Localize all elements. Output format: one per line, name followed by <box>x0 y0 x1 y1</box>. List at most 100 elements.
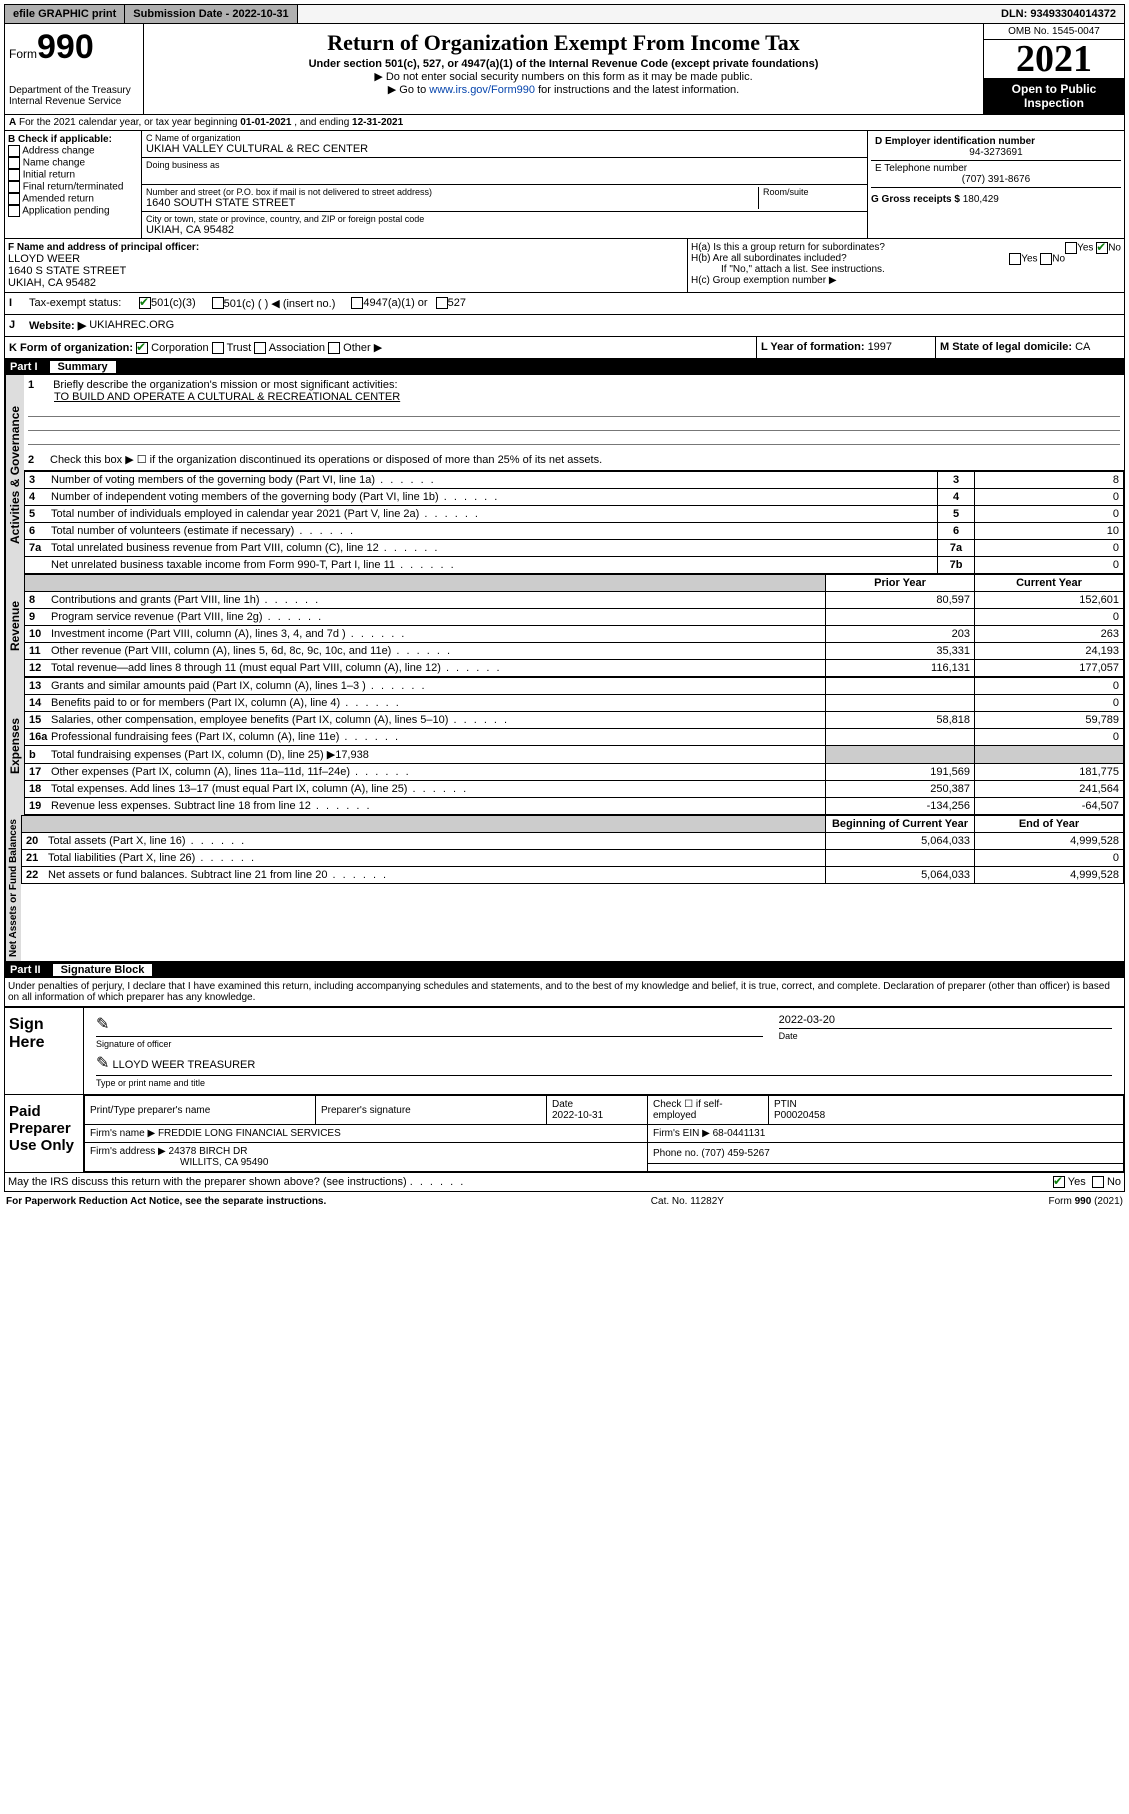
gross-value: 180,429 <box>963 194 999 205</box>
sig-name: LLOYD WEER TREASURER <box>112 1059 255 1071</box>
hb-no[interactable] <box>1040 253 1052 265</box>
cb-4947[interactable] <box>351 297 363 309</box>
sig-officer-lbl: Signature of officer <box>96 1039 763 1049</box>
row-prior <box>826 609 975 626</box>
b1: Name change <box>23 158 85 169</box>
hdr-eoy: End of Year <box>975 816 1124 833</box>
row-prior: 191,569 <box>826 764 975 781</box>
b-title: B Check if applicable: <box>8 134 138 145</box>
row-curr: 181,775 <box>975 764 1124 781</box>
table-row: 14Benefits paid to or for members (Part … <box>25 695 826 712</box>
netassets-section: Net Assets or Fund Balances Beginning of… <box>4 815 1125 962</box>
vlabel-ag: Activities & Governance <box>5 375 24 574</box>
gross-lbl: G Gross receipts $ <box>871 194 963 205</box>
discuss-yes-lbl: Yes <box>1068 1176 1086 1188</box>
table-ag: 3Number of voting members of the governi… <box>24 471 1124 574</box>
cb-application-pending[interactable] <box>8 205 20 217</box>
row-label: 7a <box>938 540 975 557</box>
row-prior <box>826 729 975 746</box>
discuss-yes[interactable] <box>1053 1176 1065 1188</box>
ein-value: 94-3273691 <box>875 147 1117 158</box>
ha-no-lbl: No <box>1108 243 1121 254</box>
b0: Address change <box>22 146 94 157</box>
row-prior <box>826 746 975 764</box>
f-h-block: F Name and address of principal officer:… <box>4 239 1125 293</box>
table-row: Net unrelated business taxable income fr… <box>25 557 938 574</box>
open-public-badge: Open to Public Inspection <box>984 78 1124 114</box>
row-curr: 241,564 <box>975 781 1124 798</box>
p-c3: Date <box>552 1099 573 1110</box>
subtitle-1: Under section 501(c), 527, or 4947(a)(1)… <box>148 58 979 70</box>
row-curr: 0 <box>975 850 1124 867</box>
officer-name: LLOYD WEER <box>8 253 684 265</box>
table-row: 5Total number of individuals employed in… <box>25 506 938 523</box>
submission-label: Submission Date - <box>133 8 232 20</box>
cb-other[interactable] <box>328 342 340 354</box>
firm-lbl: Firm's name ▶ <box>90 1128 155 1139</box>
goto-post: for instructions and the latest informat… <box>535 84 739 96</box>
row-curr: 0 <box>975 609 1124 626</box>
top-bar: efile GRAPHIC print Submission Date - 20… <box>4 4 1125 24</box>
cb-501c3[interactable] <box>139 297 151 309</box>
sig-date-lbl: Date <box>779 1031 1112 1041</box>
l-val: 1997 <box>868 341 892 353</box>
q1: Briefly describe the organization's miss… <box>53 379 397 391</box>
cb-address-change[interactable] <box>8 145 20 157</box>
table-row: 12Total revenue—add lines 8 through 11 (… <box>25 660 826 677</box>
cb-amended[interactable] <box>8 193 20 205</box>
expenses-section: Expenses 13Grants and similar amounts pa… <box>4 677 1125 815</box>
footer-right: Form 990 (2021) <box>1049 1196 1123 1207</box>
table-row: 17Other expenses (Part IX, column (A), l… <box>25 764 826 781</box>
irs-link[interactable]: www.irs.gov/Form990 <box>429 84 535 96</box>
footer-mid: Cat. No. 11282Y <box>651 1196 724 1207</box>
row-value: 0 <box>975 489 1124 506</box>
part1-title: Summary <box>50 361 116 373</box>
footer-left: For Paperwork Reduction Act Notice, see … <box>6 1196 326 1207</box>
cb-corp[interactable] <box>136 342 148 354</box>
row-curr: 177,057 <box>975 660 1124 677</box>
goto-pre: ▶ Go to <box>388 84 429 96</box>
form-number: 990 <box>37 28 94 66</box>
col-d: D Employer identification number 94-3273… <box>867 131 1124 238</box>
cb-assoc[interactable] <box>254 342 266 354</box>
m-val: CA <box>1075 341 1090 353</box>
sign-here-label: Sign Here <box>5 1008 84 1094</box>
row-value: 0 <box>975 557 1124 574</box>
k-o3: Association <box>269 342 325 354</box>
cb-name-change[interactable] <box>8 157 20 169</box>
activities-governance: Activities & Governance 1 Briefly descri… <box>4 375 1125 574</box>
revenue-section: Revenue Prior YearCurrent Year 8Contribu… <box>4 574 1125 677</box>
row-prior: 35,331 <box>826 643 975 660</box>
dln: DLN: 93493304014372 <box>993 5 1124 23</box>
part2-title: Signature Block <box>53 964 153 976</box>
cb-501c[interactable] <box>212 297 224 309</box>
i-line: I Tax-exempt status: 501(c)(3) 501(c) ( … <box>4 293 1125 315</box>
cb-trust[interactable] <box>212 342 224 354</box>
b4: Amended return <box>22 194 94 205</box>
part2-num: Part II <box>10 964 53 976</box>
phone-value: (707) 391-8676 <box>875 174 1117 185</box>
k-o1: Corporation <box>151 342 208 354</box>
row-prior: -134,256 <box>826 798 975 815</box>
hb-yes[interactable] <box>1009 253 1021 265</box>
website-value: UKIAHREC.ORG <box>89 319 174 332</box>
ha-yes-lbl: Yes <box>1077 243 1093 254</box>
row-curr: -64,507 <box>975 798 1124 815</box>
hdr-boy: Beginning of Current Year <box>826 816 975 833</box>
dln-label: DLN: <box>1001 8 1030 20</box>
table-row: 21Total liabilities (Part X, line 26) <box>22 850 826 867</box>
row-label: 3 <box>938 472 975 489</box>
p-c1: Print/Type preparer's name <box>90 1105 210 1116</box>
row-curr: 4,999,528 <box>975 833 1124 850</box>
cb-initial-return[interactable] <box>8 169 20 181</box>
cb-final-return[interactable] <box>8 181 20 193</box>
cb-527[interactable] <box>436 297 448 309</box>
part1-num: Part I <box>10 361 50 373</box>
discuss-no[interactable] <box>1092 1176 1104 1188</box>
row-label: 4 <box>938 489 975 506</box>
f-lbl: F Name and address of principal officer: <box>8 242 684 253</box>
ha-yes[interactable] <box>1065 242 1077 254</box>
ha-no[interactable] <box>1096 242 1108 254</box>
efile-print-button[interactable]: efile GRAPHIC print <box>5 5 125 23</box>
table-net: Beginning of Current YearEnd of Year 20T… <box>21 815 1124 884</box>
